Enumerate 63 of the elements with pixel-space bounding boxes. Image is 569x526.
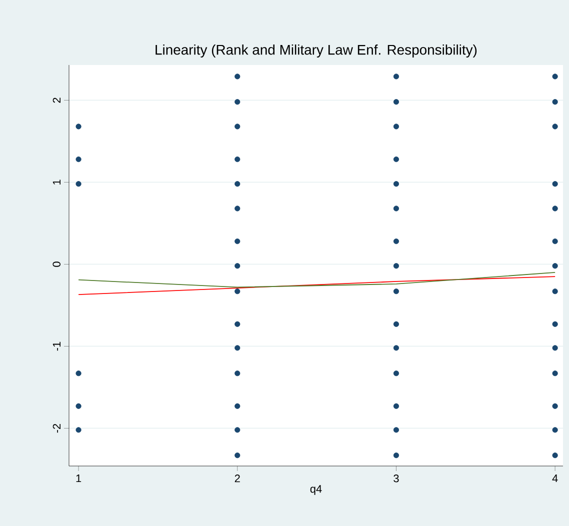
point (234, 427, 240, 433)
point (552, 206, 558, 212)
point (76, 370, 82, 376)
y-tick-label: 2 (52, 98, 60, 103)
point (552, 99, 558, 105)
point (234, 206, 240, 212)
point (393, 74, 400, 80)
point (234, 288, 240, 294)
chart-title: Linearity (Rank and Military Law Enf. Responsibility) (156, 44, 477, 58)
point (552, 403, 558, 409)
point (552, 263, 558, 269)
point (393, 99, 400, 105)
point (76, 156, 82, 162)
point (393, 321, 400, 327)
point (393, 206, 400, 212)
point (234, 156, 240, 162)
point (552, 427, 558, 433)
y-tick-label: 1 (52, 180, 60, 184)
point (76, 181, 82, 187)
point (552, 288, 558, 294)
point (393, 345, 400, 351)
point (234, 99, 240, 105)
x-tick-label: 2 (234, 474, 240, 482)
point (76, 427, 82, 433)
point (234, 74, 240, 80)
point (393, 427, 400, 433)
point (393, 181, 400, 187)
point (234, 345, 240, 351)
line-series (78, 276, 556, 296)
point (393, 238, 400, 244)
point (393, 124, 400, 130)
point (552, 452, 558, 458)
y-tick-label: -1 (52, 342, 60, 351)
point (234, 370, 240, 376)
point (234, 238, 240, 244)
x-tick-label: 4 (552, 474, 558, 482)
point (234, 452, 240, 458)
y-tick-label: 0 (52, 262, 60, 267)
point (234, 321, 240, 327)
y-tick-label: -2 (52, 424, 60, 433)
point (393, 288, 400, 294)
x-axis-title: q4 (310, 485, 322, 495)
point (552, 74, 558, 80)
point (234, 263, 240, 269)
point (234, 181, 240, 187)
line-series (78, 272, 556, 288)
point (76, 403, 82, 409)
point (234, 124, 240, 130)
point (552, 238, 558, 244)
point (393, 263, 400, 269)
point (552, 321, 558, 327)
point (552, 181, 558, 187)
point (552, 370, 558, 376)
point (552, 124, 558, 130)
x-tick-label: 1 (76, 474, 82, 482)
point (552, 345, 558, 351)
point (393, 403, 400, 409)
point (393, 452, 400, 458)
point (393, 156, 400, 162)
point (234, 403, 240, 409)
point (393, 370, 400, 376)
x-tick-label: 3 (394, 474, 399, 482)
point (76, 124, 82, 130)
